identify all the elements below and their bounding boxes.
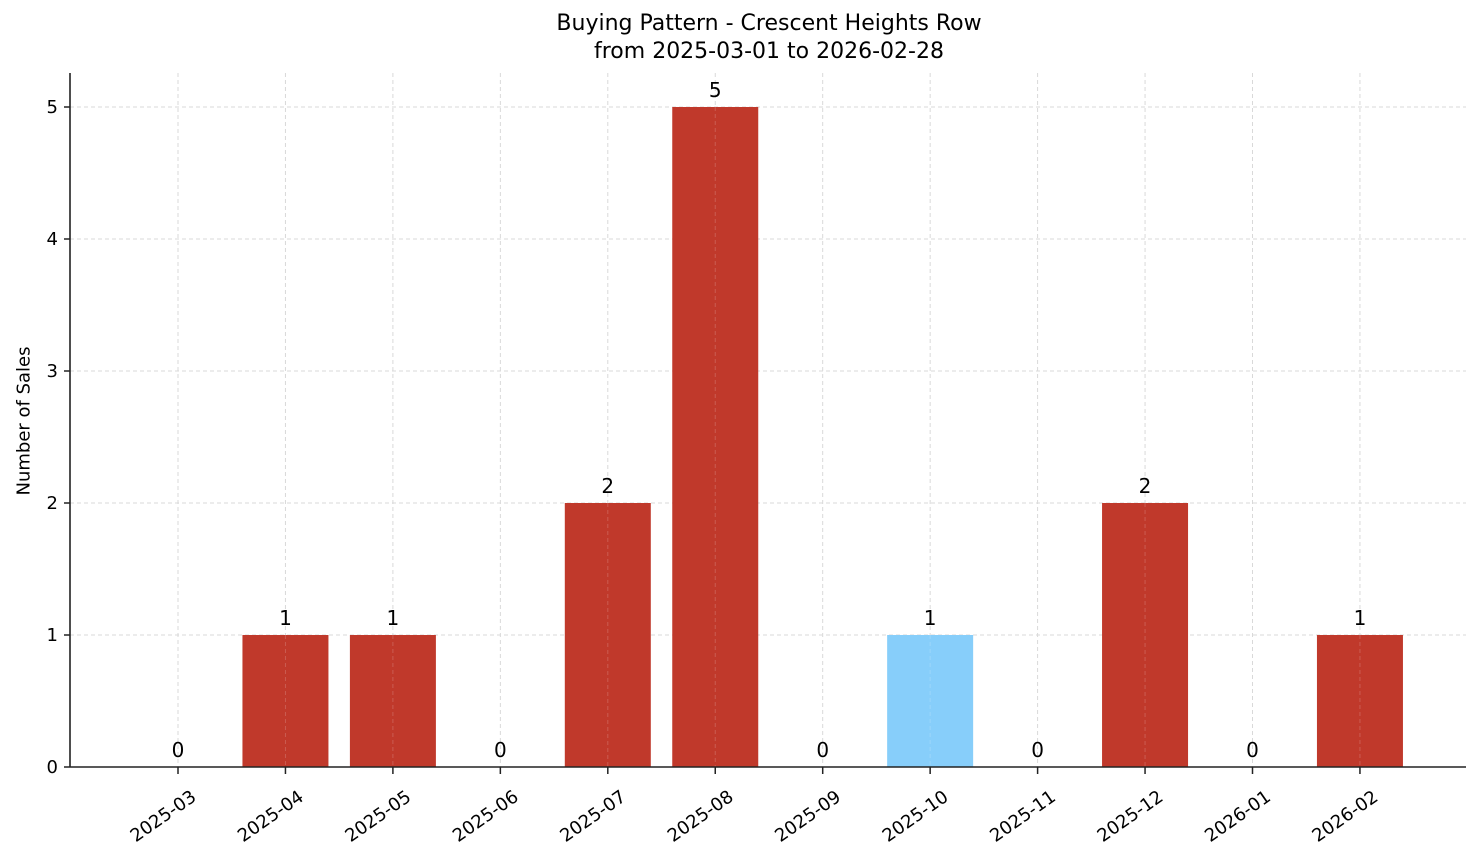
- bar-value-label: 0: [172, 738, 185, 762]
- chart-subtitle: from 2025-03-01 to 2026-02-28: [594, 39, 944, 64]
- x-tick-label: 2025-03: [127, 786, 201, 846]
- x-tick-label: 2025-07: [556, 786, 630, 846]
- x-tick-label: 2025-04: [234, 786, 308, 846]
- bar-value-label: 2: [601, 474, 614, 498]
- data-labels: 0 1 1 0 2 5 0 1 0 2 0 1: [172, 78, 1367, 767]
- x-tick-label: 2025-05: [341, 786, 415, 846]
- x-tick-label: 2026-01: [1201, 786, 1275, 846]
- x-axis-ticks: 2025-03 2025-04 2025-05 2025-06 2025-07 2025-…: [127, 767, 1382, 847]
- chart-title-block: Buying Pattern - Crescent Heights Row fr…: [0, 10, 1481, 66]
- bar-2025-10: [887, 635, 974, 767]
- bar-2025-08: [672, 107, 759, 767]
- y-tick-label: 3: [47, 361, 58, 382]
- x-tick-label: 2026-02: [1308, 786, 1382, 846]
- x-tick-label: 2025-11: [986, 786, 1060, 846]
- y-tick-label: 4: [47, 229, 58, 250]
- bar-value-label: 1: [1354, 606, 1367, 630]
- y-tick-label: 0: [47, 757, 58, 778]
- x-tick-label: 2025-06: [449, 786, 523, 846]
- x-tick-label: 2025-10: [879, 786, 953, 846]
- y-tick-label: 5: [47, 97, 58, 118]
- bar-value-label: 2: [1139, 474, 1152, 498]
- axes: [69, 73, 1466, 768]
- bars: [242, 107, 1403, 767]
- bar-value-label: 0: [1246, 738, 1259, 762]
- bar-2025-05: [349, 635, 436, 767]
- x-tick-label: 2025-12: [1094, 786, 1168, 846]
- bar-value-label: 5: [709, 78, 722, 102]
- bar-value-label: 0: [816, 738, 829, 762]
- bar-value-label: 0: [494, 738, 507, 762]
- bar-2025-12: [1102, 503, 1189, 767]
- bar-value-label: 1: [279, 606, 292, 630]
- bar-2025-07: [564, 503, 651, 767]
- bar-2025-04: [242, 635, 329, 767]
- y-axis-ticks: 0 1 2 3 4 5: [47, 97, 70, 778]
- bar-value-label: 1: [387, 606, 400, 630]
- x-tick-label: 2025-09: [771, 786, 845, 846]
- x-tick-label: 2025-08: [664, 786, 738, 846]
- bar-value-label: 1: [924, 606, 937, 630]
- y-tick-label: 1: [47, 625, 58, 646]
- bar-2026-02: [1316, 635, 1403, 767]
- y-tick-label: 2: [47, 493, 58, 514]
- chart-title: Buying Pattern - Crescent Heights Row: [556, 11, 982, 36]
- bar-value-label: 0: [1031, 738, 1044, 762]
